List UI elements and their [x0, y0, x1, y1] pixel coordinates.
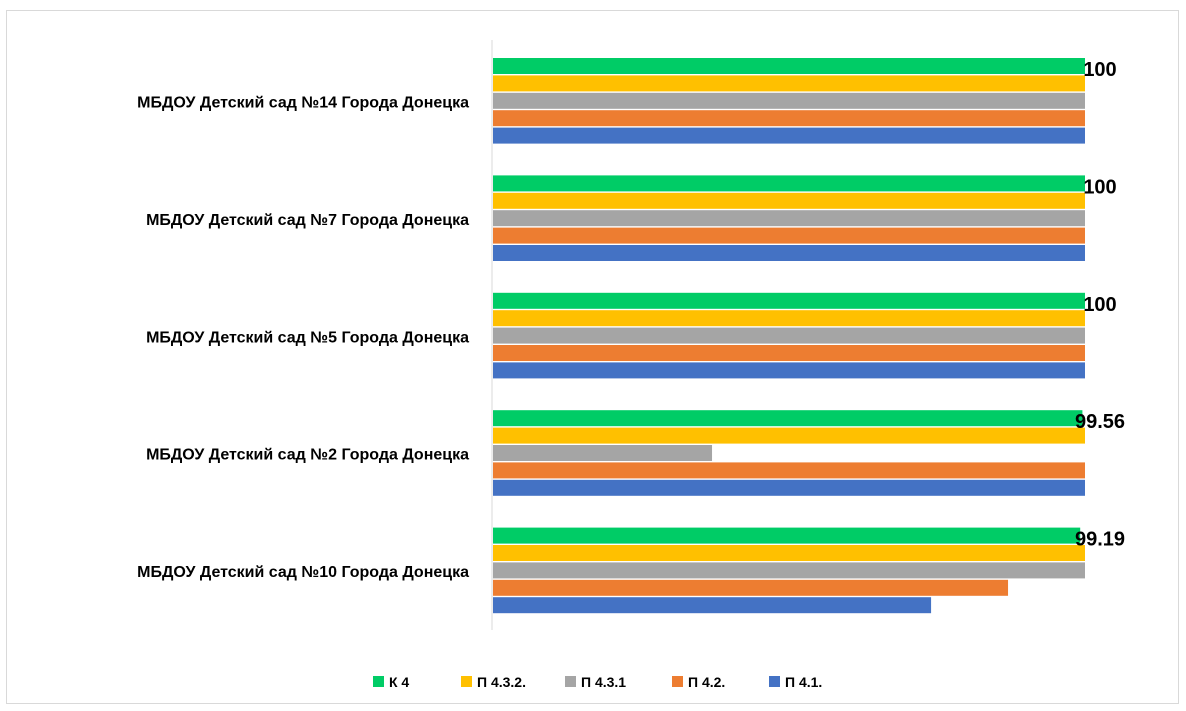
bars-group [493, 58, 1085, 614]
legend: К 4 П 4.3.2. П 4.3.1 П 4.2. П 4.1. [373, 674, 822, 690]
legend-swatch [373, 676, 384, 687]
legend-swatch [565, 676, 576, 687]
bar-3-series-3 [493, 327, 1085, 344]
bar-5-series-4 [493, 579, 1009, 596]
bar-1-series-4 [493, 110, 1085, 127]
category-label: МБДОУ Детский сад №10 Города Донецка [137, 564, 469, 581]
data-label: 100 [1083, 176, 1116, 198]
bar-4-series-2 [493, 427, 1085, 444]
category-label: МБДОУ Детский сад №5 Города Донецка [146, 329, 469, 346]
legend-label: П 4.1. [785, 674, 822, 690]
legend-label: П 4.3.2. [477, 674, 526, 690]
bar-2-series-4 [493, 227, 1085, 244]
bar-5-series-3 [493, 562, 1085, 579]
legend-swatch [672, 676, 683, 687]
bar-1-series-1 [493, 58, 1085, 74]
legend-swatch [769, 676, 780, 687]
legend-label: П 4.2. [688, 674, 725, 690]
bar-5-series-5 [493, 597, 932, 614]
bar-1-series-5 [493, 127, 1085, 144]
data-label: 99.19 [1075, 529, 1125, 551]
bar-2-series-3 [493, 210, 1085, 227]
bar-2-series-2 [493, 192, 1085, 209]
bar-3-series-2 [493, 310, 1085, 327]
bar-1-series-2 [493, 75, 1085, 92]
category-labels: МБДОУ Детский сад №14 Города Донецка МБДО… [137, 95, 469, 582]
category-label: МБДОУ Детский сад №2 Города Донецка [146, 447, 469, 464]
data-label: 100 [1083, 294, 1116, 316]
legend-label: К 4 [389, 674, 409, 690]
bar-4-series-5 [493, 479, 1085, 496]
bar-4-series-1 [493, 410, 1083, 427]
data-label: 100 [1083, 59, 1116, 81]
bar-3-series-1 [493, 292, 1085, 309]
bar-2-series-1 [493, 175, 1085, 192]
bar-3-series-5 [493, 362, 1085, 379]
legend-swatch [461, 676, 472, 687]
data-label: 99.56 [1075, 411, 1125, 433]
bar-5-series-1 [493, 527, 1081, 544]
bar-5-series-2 [493, 545, 1085, 561]
category-label: МБДОУ Детский сад №14 Города Донецка [137, 95, 469, 112]
data-labels: 100 100 100 99.56 99.19 [1075, 59, 1125, 551]
legend-label: П 4.3.1 [581, 674, 626, 690]
category-label: МБДОУ Детский сад №7 Города Донецка [146, 212, 469, 229]
bar-4-series-3 [493, 445, 713, 461]
bar-1-series-3 [493, 92, 1085, 109]
bar-4-series-4 [493, 462, 1085, 479]
bar-3-series-4 [493, 345, 1085, 361]
bar-2-series-5 [493, 245, 1085, 261]
